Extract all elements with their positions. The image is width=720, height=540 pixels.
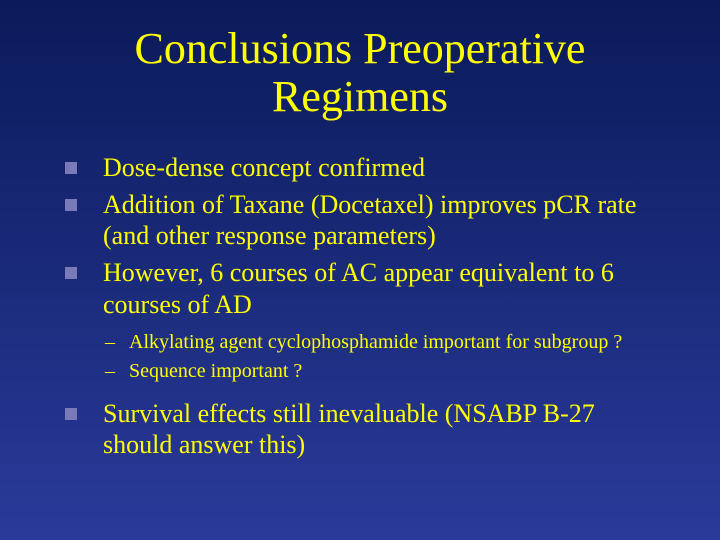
- slide-title: Conclusions Preoperative Regimens: [50, 25, 670, 122]
- bullet-item: Dose-dense concept confirmed: [65, 152, 670, 183]
- bullet-text: However, 6 courses of AC appear equivale…: [103, 258, 614, 318]
- sub-bullet-text: Sequence important ?: [129, 360, 302, 382]
- bullet-text: Addition of Taxane (Docetaxel) improves …: [103, 190, 636, 250]
- bullet-list: Dose-dense concept confirmed Addition of…: [65, 152, 670, 320]
- bullet-item: Survival effects still inevaluable (NSAB…: [65, 398, 670, 460]
- slide: Conclusions Preoperative Regimens Dose-d…: [0, 0, 720, 540]
- sub-bullet-item: Alkylating agent cyclophosphamide import…: [105, 330, 670, 355]
- bullet-item: Addition of Taxane (Docetaxel) improves …: [65, 189, 670, 251]
- bullet-text: Dose-dense concept confirmed: [103, 153, 425, 182]
- bullet-list-after: Survival effects still inevaluable (NSAB…: [65, 398, 670, 460]
- sub-bullet-item: Sequence important ?: [105, 359, 670, 384]
- sub-bullet-text: Alkylating agent cyclophosphamide import…: [129, 331, 622, 353]
- bullet-item: However, 6 courses of AC appear equivale…: [65, 257, 670, 319]
- bullet-text: Survival effects still inevaluable (NSAB…: [103, 399, 595, 459]
- sub-bullet-list: Alkylating agent cyclophosphamide import…: [105, 330, 670, 384]
